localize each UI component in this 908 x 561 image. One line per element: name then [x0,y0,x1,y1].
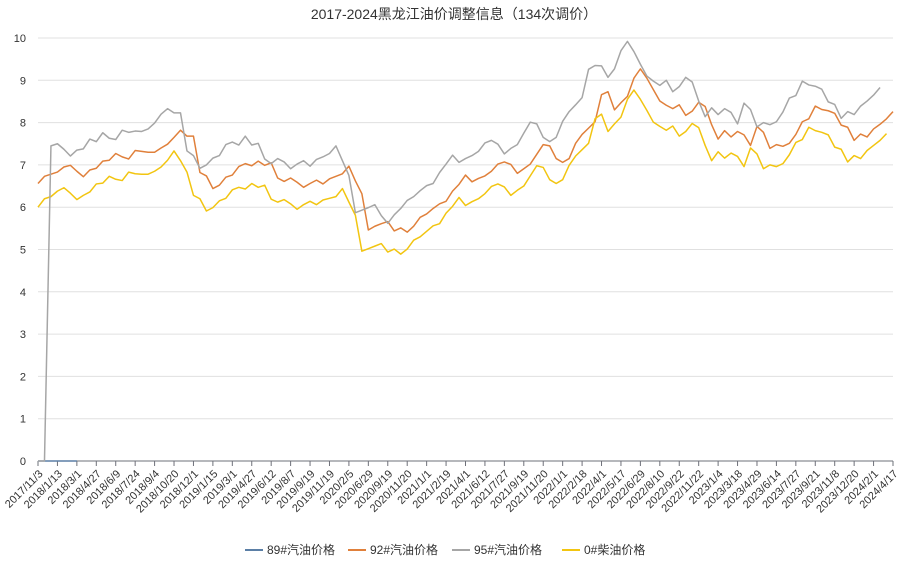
series-line-1 [37,68,894,233]
grid-lines [38,37,893,462]
legend-label: 92#汽油价格 [370,542,438,557]
y-tick-label: 7 [20,160,26,172]
legend: 89#汽油价格 92#汽油价格 95#汽油价格 0#柴油价格 [245,542,645,557]
y-tick-label: 5 [20,245,26,257]
legend-item[interactable]: 92#汽油价格 [348,542,438,557]
legend-label: 89#汽油价格 [267,542,335,557]
chart-title: 2017-2024黑龙江油价调整信息（134次调价） [311,6,597,22]
series-line-2 [38,40,881,462]
series-line-3 [37,89,888,255]
y-tick-label: 1 [20,414,26,426]
legend-item[interactable]: 95#汽油价格 [452,542,542,557]
y-tick-label: 9 [20,75,26,87]
legend-item[interactable]: 89#汽油价格 [245,542,335,557]
y-tick-label: 8 [20,118,26,130]
y-tick-label: 6 [20,202,26,214]
x-axis: 2017/11/32018/1/132018/3/12018/4/272018/… [3,461,901,516]
legend-item[interactable]: 0#柴油价格 [562,542,645,557]
series-lines [37,40,894,462]
legend-label: 95#汽油价格 [474,542,542,557]
y-tick-label: 10 [14,33,26,45]
y-tick-label: 4 [20,287,26,299]
y-tick-label: 3 [20,329,26,341]
legend-label: 0#柴油价格 [584,542,645,557]
y-axis: 0 1 2 3 4 5 6 7 8 9 10 [14,33,26,468]
y-tick-label: 0 [20,456,26,468]
y-tick-label: 2 [20,371,26,383]
